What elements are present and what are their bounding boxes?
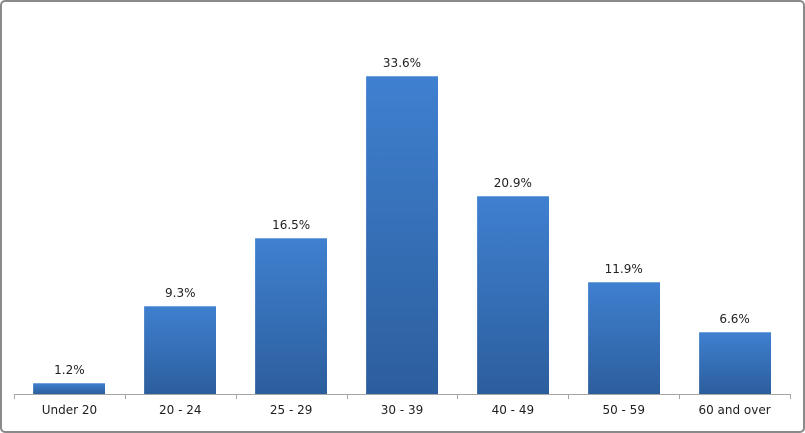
bar-value-label: 6.6% <box>719 312 750 326</box>
bar-slot: 16.5% <box>236 2 347 394</box>
bar-1 <box>33 383 106 394</box>
bar-3 <box>255 238 328 394</box>
bar-value-label: 33.6% <box>382 56 422 70</box>
x-axis-tick <box>679 394 680 399</box>
bar-slot: 33.6% <box>347 2 458 394</box>
bar-slot: 20.9% <box>457 2 568 394</box>
x-axis-category-label: 60 and over <box>698 403 771 417</box>
bar-slot: 1.2% <box>14 2 125 394</box>
x-axis-tick <box>568 394 569 399</box>
x-axis-tick <box>14 394 15 399</box>
x-axis-category-label: 20 - 24 <box>159 403 202 417</box>
x-axis-category-label: 40 - 49 <box>491 403 535 417</box>
x-axis-tick <box>790 394 791 399</box>
bar-7 <box>698 332 771 394</box>
x-axis-tick <box>457 394 458 399</box>
bar-slot: 9.3% <box>125 2 236 394</box>
bar-value-label: 9.3% <box>165 286 196 300</box>
x-axis-tick <box>236 394 237 399</box>
bar-value-label: 20.9% <box>493 176 532 190</box>
bar-slot: 11.9% <box>568 2 679 394</box>
bar-slot: 6.6% <box>679 2 790 394</box>
x-axis-category-label: 30 - 39 <box>380 403 424 417</box>
x-axis-category-label: 50 - 59 <box>602 403 645 417</box>
bar-2 <box>144 306 217 394</box>
x-axis-tick <box>125 394 126 399</box>
bar-4 <box>365 76 438 394</box>
x-axis-tick <box>347 394 348 399</box>
bar-value-label: 1.2% <box>54 363 85 377</box>
x-axis-labels: Under 20 20 - 24 25 - 29 30 - 39 40 - 49 50 -… <box>14 403 790 425</box>
bar-value-label: 11.9% <box>604 262 643 276</box>
x-axis-category-label: Under 20 <box>41 403 98 417</box>
bar-value-label: 16.5% <box>272 218 311 232</box>
bar-5 <box>476 196 549 394</box>
bar-6 <box>587 282 660 394</box>
plot-area: 1.2% 9.3% 16.5% 33.6% 20.9% 11.9% 6.6% <box>14 2 790 395</box>
x-axis-category-label: 25 - 29 <box>269 403 313 417</box>
